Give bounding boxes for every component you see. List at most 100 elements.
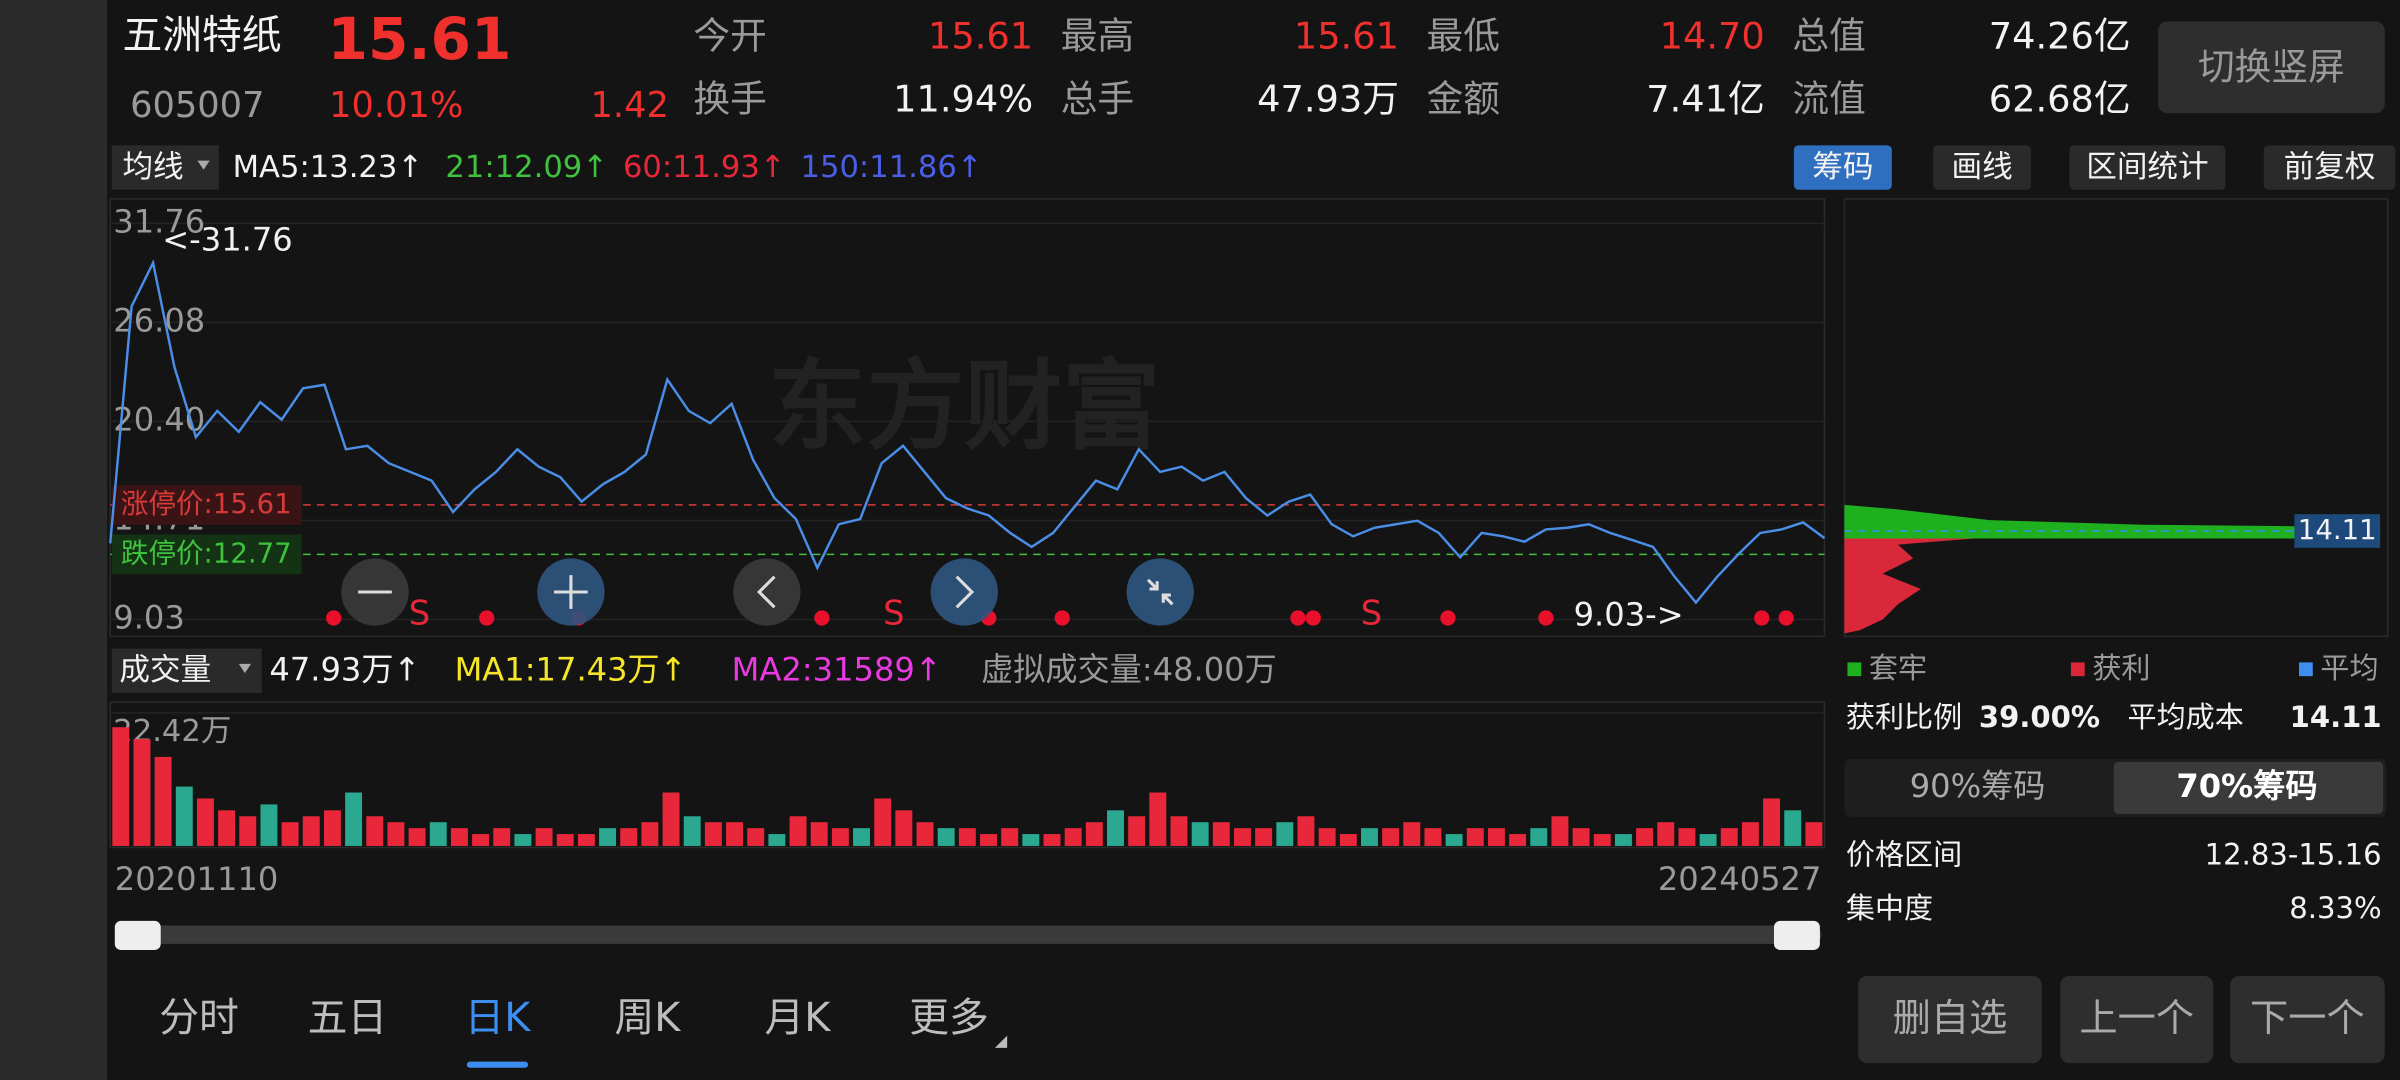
watermark: 东方财富 <box>768 350 1160 464</box>
chip-tab[interactable]: 90%筹码 <box>1910 767 2046 805</box>
ma21: 21:12.09↑ <box>445 150 608 185</box>
chip-tab-active[interactable] <box>2113 761 2384 814</box>
tool-button[interactable] <box>1933 145 2032 190</box>
volume-bar <box>810 822 828 846</box>
stat-value: 15.61 <box>928 15 1033 58</box>
volume-bar <box>514 834 532 846</box>
chip-stat-label: 平均成本 <box>2128 700 2244 734</box>
volume-bar <box>768 834 786 846</box>
volume-bar <box>1487 828 1505 846</box>
signal-label: S <box>1361 593 1382 632</box>
tool-label: 筹码 <box>1812 150 1873 185</box>
volume-bar <box>302 816 320 846</box>
volume-bar <box>1234 828 1251 846</box>
volume-bar <box>1593 834 1611 846</box>
volume-bar <box>387 822 405 846</box>
move-right-icon <box>955 575 975 609</box>
action-button[interactable] <box>2060 975 2214 1064</box>
zoom-in-icon <box>554 575 588 609</box>
period-tab[interactable]: 月K <box>765 995 832 1041</box>
stat-label: 流值 <box>1792 77 1865 120</box>
legend-swatch <box>2070 662 2085 677</box>
ma-selector[interactable] <box>111 145 219 190</box>
move-left-icon <box>757 575 776 609</box>
max-label: <-31.76 <box>162 221 293 259</box>
period-tab[interactable]: 分时 <box>159 995 239 1041</box>
volume-bar <box>1530 828 1548 846</box>
volume-bar <box>599 828 617 846</box>
volume-bar <box>747 828 765 846</box>
volume-bar <box>1001 828 1019 846</box>
volume-bar <box>937 828 955 846</box>
range-handle-left[interactable] <box>114 920 161 950</box>
signal-dot <box>814 610 830 626</box>
volume-bar <box>1720 828 1738 846</box>
tool-button[interactable] <box>2263 145 2396 190</box>
avg-tag-label: 14.11 <box>2298 514 2377 546</box>
volume-bar <box>980 834 997 846</box>
stat-value: 15.61 <box>1294 15 1399 58</box>
stat-value: 14.70 <box>1660 15 1765 58</box>
volume-bar <box>1572 828 1590 846</box>
volume-bar <box>408 828 426 846</box>
signal-dot <box>1054 610 1070 626</box>
volume-bar <box>260 804 278 846</box>
stock-price: 15.61 <box>328 5 512 73</box>
volume-bar <box>1339 834 1357 846</box>
range-handle-right[interactable] <box>1773 920 1820 950</box>
min-label: 9.03-> <box>1574 595 1684 633</box>
volume-bar <box>958 828 976 846</box>
dropdown-arrow <box>197 160 210 170</box>
chip-profit <box>1844 538 1975 634</box>
period-tab[interactable]: 更多 <box>909 995 989 1041</box>
side-strip <box>0 0 108 1080</box>
period-tab[interactable]: 日K <box>465 995 532 1041</box>
toggle-button[interactable] <box>2158 21 2385 114</box>
move-left[interactable] <box>733 558 801 626</box>
period-tab[interactable]: 五日 <box>308 995 388 1041</box>
volume-bar <box>662 792 680 846</box>
volume-chart: 22.42万 <box>110 712 1825 846</box>
volume-bar <box>1043 834 1061 846</box>
avg-tag <box>2294 514 2381 548</box>
stock-name: 五洲特纸 <box>122 13 281 59</box>
signal-dot <box>1290 610 1306 626</box>
stat-value: 7.41亿 <box>1646 77 1765 120</box>
chip-detail-label: 集中度 <box>1846 891 1933 925</box>
volume-bar <box>429 822 447 846</box>
volume-bar <box>1551 816 1569 846</box>
y-tick-label: 9.03 <box>113 599 185 637</box>
volume-bar <box>1191 822 1209 846</box>
chip-detail-value: 8.33% <box>2289 891 2381 925</box>
move-right[interactable] <box>930 558 998 626</box>
action-button[interactable] <box>2230 975 2385 1064</box>
limit_down-tag <box>111 534 302 575</box>
volume-bar <box>1360 828 1378 846</box>
volume-bar <box>1805 822 1823 846</box>
volume-bar <box>472 834 490 846</box>
volume-bar <box>1085 822 1103 846</box>
virtual-volume: 虚拟成交量:48.00万 <box>981 651 1277 689</box>
toggle-label: 切换竖屏 <box>2198 45 2345 88</box>
volume-bar <box>726 822 744 846</box>
signal-dot <box>1305 610 1321 626</box>
volume-value: 47.93万↑ <box>269 651 420 689</box>
volume-bar <box>450 828 468 846</box>
chip-tab[interactable]: 70%筹码 <box>2176 767 2317 805</box>
volume-selector[interactable] <box>111 648 262 693</box>
action-button[interactable] <box>1858 975 2042 1064</box>
legend-swatch <box>1847 662 1862 677</box>
volume-bar <box>196 798 214 846</box>
tool-button[interactable] <box>1793 145 1892 190</box>
stat-value: 11.94% <box>893 77 1033 120</box>
volume-bar <box>1614 834 1632 846</box>
period-tab[interactable]: 周K <box>615 995 682 1041</box>
volume-frame <box>109 701 1826 849</box>
volume-bar <box>1784 810 1802 846</box>
tool-button[interactable] <box>2069 145 2226 190</box>
stat-label: 金额 <box>1427 77 1500 120</box>
compress[interactable] <box>1126 558 1194 626</box>
tools: 筹码 画线 区间统计 前复权 <box>1793 145 2396 190</box>
chip-stat-value: 14.11 <box>2290 700 2382 734</box>
chip-detail-label: 价格区间 <box>1846 838 1962 872</box>
